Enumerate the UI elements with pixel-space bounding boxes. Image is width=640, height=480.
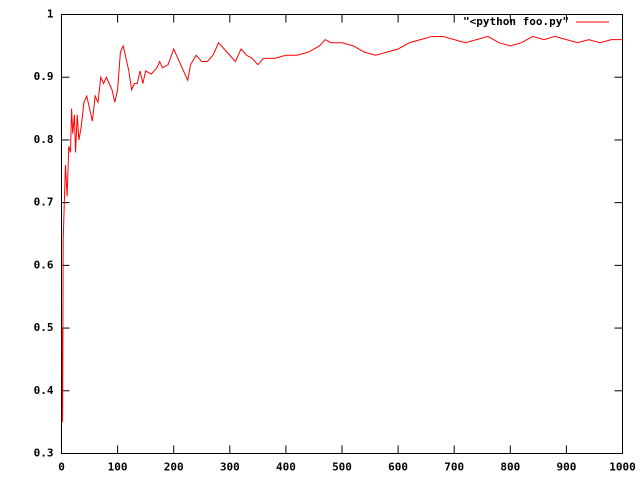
y-tick-label: 0.9 [34, 70, 54, 83]
y-tick-label: 0.6 [34, 258, 54, 271]
x-tick-label: 700 [444, 461, 464, 474]
y-tick-label: 0.3 [34, 447, 54, 460]
y-tick-label: 0.4 [34, 384, 54, 397]
x-tick-label: 600 [388, 461, 408, 474]
y-tick-label: 0.8 [34, 133, 54, 146]
x-tick-label: 800 [500, 461, 520, 474]
x-tick-label: 400 [276, 461, 296, 474]
x-tick-label: 200 [164, 461, 184, 474]
y-tick-label: 0.7 [34, 196, 54, 209]
y-tick-label: 0.5 [34, 321, 54, 334]
x-tick-label: 0 [58, 461, 65, 474]
x-tick-label: 300 [220, 461, 240, 474]
x-tick-label: 100 [108, 461, 128, 474]
x-tick-label: 500 [332, 461, 352, 474]
legend-label: "<python foo.py" [463, 15, 569, 28]
x-tick-label: 900 [556, 461, 576, 474]
data-line [61, 35, 623, 423]
x-tick-label: 1000 [609, 461, 636, 474]
y-tick-label: 1 [47, 8, 54, 21]
